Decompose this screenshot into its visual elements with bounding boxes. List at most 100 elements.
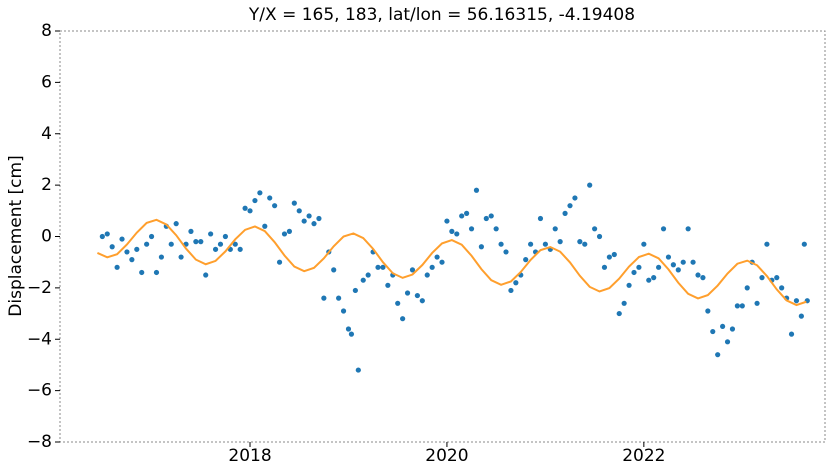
- data-point: [208, 231, 214, 237]
- data-point: [473, 187, 480, 193]
- data-point: [464, 210, 470, 216]
- data-point: [222, 233, 229, 240]
- data-point: [562, 210, 568, 216]
- data-point: [360, 277, 366, 283]
- y-tick-label: −6: [27, 381, 52, 401]
- data-point: [700, 275, 706, 281]
- data-point: [404, 290, 411, 296]
- data-point: [680, 259, 686, 265]
- data-point: [212, 246, 219, 252]
- data-point: [656, 264, 662, 270]
- data-point: [503, 249, 509, 255]
- data-point: [468, 226, 475, 232]
- data-point: [611, 251, 617, 258]
- data-point: [631, 269, 637, 276]
- data-point: [331, 267, 337, 273]
- data-point: [198, 239, 204, 245]
- plot-frame: [59, 30, 826, 443]
- data-point: [247, 208, 253, 214]
- y-tick-label: 2: [41, 175, 52, 195]
- data-point: [685, 226, 691, 232]
- data-point: [242, 205, 248, 211]
- data-point: [444, 218, 450, 224]
- x-tick-label: 2020: [425, 446, 468, 465]
- data-point: [587, 182, 593, 188]
- y-axis-label: Displacement [cm]: [6, 155, 26, 316]
- data-point: [232, 241, 238, 247]
- data-point: [400, 316, 406, 322]
- data-point: [606, 254, 612, 260]
- data-point: [798, 313, 804, 319]
- data-point: [104, 231, 110, 237]
- data-point: [168, 241, 174, 247]
- y-tick-label: −2: [27, 278, 52, 298]
- data-point: [129, 257, 135, 263]
- data-point: [626, 282, 632, 288]
- data-point: [114, 264, 120, 270]
- data-point: [158, 254, 165, 260]
- data-point: [267, 195, 273, 201]
- data-point: [542, 241, 548, 247]
- data-point: [296, 208, 302, 214]
- data-point: [385, 282, 391, 288]
- data-point: [119, 236, 125, 242]
- data-point: [705, 308, 711, 314]
- data-point: [601, 264, 608, 270]
- data-point: [340, 308, 347, 314]
- data-point: [720, 323, 726, 330]
- data-point: [552, 226, 558, 232]
- data-point: [729, 326, 736, 332]
- data-point: [424, 272, 430, 278]
- data-point: [355, 367, 361, 373]
- data-point: [375, 264, 381, 270]
- data-point: [498, 241, 504, 247]
- data-point: [636, 264, 642, 270]
- data-point: [759, 275, 765, 281]
- data-point: [439, 259, 445, 265]
- data-point: [572, 195, 578, 201]
- data-point: [276, 259, 283, 265]
- data-point: [306, 213, 312, 219]
- data-point: [352, 287, 358, 294]
- y-tick-label: 6: [41, 72, 52, 92]
- data-point: [134, 246, 140, 252]
- y-tick-label: 4: [41, 124, 52, 144]
- data-point: [483, 215, 489, 222]
- data-point: [660, 226, 667, 232]
- data-point: [670, 262, 676, 268]
- data-point: [557, 239, 563, 245]
- data-point: [774, 275, 780, 281]
- data-point: [513, 280, 519, 286]
- data-point: [173, 221, 179, 227]
- y-tick-label: 0: [41, 227, 52, 247]
- data-point: [434, 254, 440, 260]
- data-point: [665, 254, 672, 260]
- data-point: [188, 228, 194, 234]
- data-point: [144, 241, 150, 247]
- data-point: [414, 292, 420, 299]
- data-point: [148, 233, 155, 240]
- data-point: [311, 221, 317, 227]
- data-point: [582, 241, 588, 247]
- data-point: [592, 226, 598, 232]
- data-point: [281, 231, 288, 237]
- data-point: [690, 259, 696, 265]
- data-point: [739, 303, 745, 309]
- data-point: [409, 267, 416, 273]
- data-point: [380, 264, 386, 270]
- data-point: [262, 223, 268, 229]
- data-point: [336, 295, 342, 301]
- data-point: [695, 272, 701, 278]
- data-point: [178, 254, 184, 260]
- data-point: [459, 213, 465, 219]
- data-point: [109, 244, 115, 250]
- data-point: [252, 197, 258, 204]
- data-point: [641, 241, 647, 247]
- data-point: [724, 339, 731, 345]
- data-point: [301, 218, 307, 224]
- data-point: [675, 267, 681, 273]
- data-point: [788, 331, 795, 337]
- data-point: [537, 215, 544, 222]
- data-point: [621, 300, 627, 306]
- y-tick-label: −4: [27, 329, 52, 349]
